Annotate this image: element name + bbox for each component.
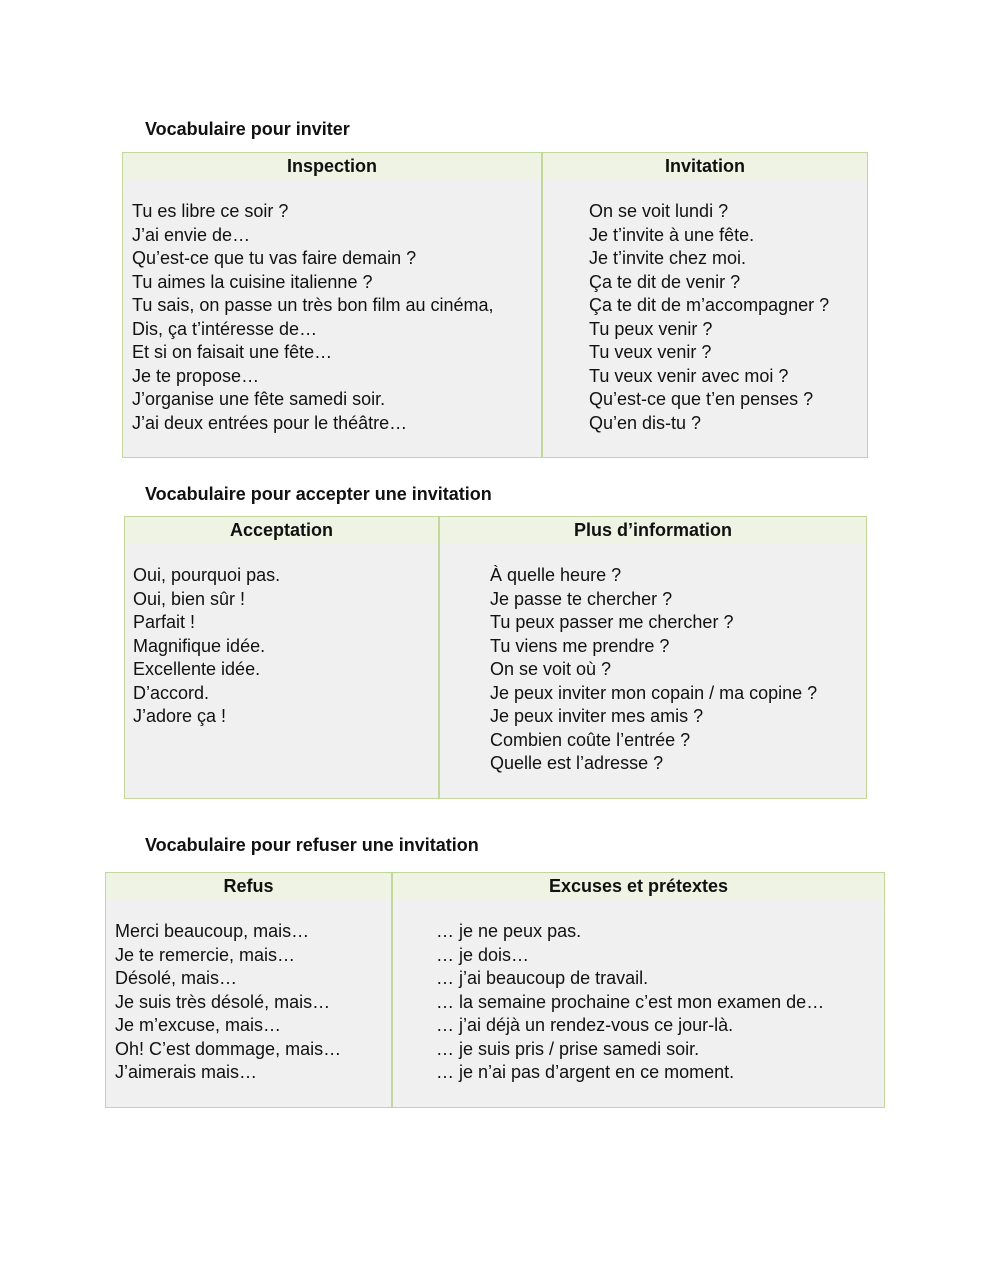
phrase: Tu veux venir ? <box>589 342 712 362</box>
phrase: … j’ai déjà un rendez-vous ce jour-là. <box>436 1015 734 1035</box>
column-header: Excuses et prétextes <box>393 873 884 899</box>
phrase: À quelle heure ? <box>490 565 622 585</box>
phrase: On se voit lundi ? <box>589 201 729 221</box>
phrase: Ça te dit de venir ? <box>589 271 741 292</box>
phrase: … je ne peux pas. <box>436 921 582 941</box>
phrase: Tu viens me prendre ? <box>490 635 670 656</box>
phrase: J’ai deux entrées pour le théâtre… <box>132 412 408 433</box>
phrase: J’aimerais mais… <box>115 1062 258 1082</box>
phrase: Tu aimes la cuisine italienne ? <box>132 271 373 292</box>
phrase: D’accord. <box>133 682 210 703</box>
phrase: Combien coûte l’entrée ? <box>490 729 691 750</box>
vocab-table-accept: Acceptation Oui, pourquoi pas. Oui, bien s… <box>124 516 867 799</box>
phrase: Je te propose… <box>132 365 260 386</box>
phrase: Oh! C’est dommage, mais… <box>115 1038 342 1059</box>
phrase: Tu sais, on passe un très bon film au ci… <box>132 295 494 315</box>
phrase: Qu’en dis-tu ? <box>589 412 702 433</box>
phrase: J’adore ça ! <box>133 706 227 726</box>
phrase: Excellente idée. <box>133 659 261 679</box>
section-title: Vocabulaire pour refuser une invitation <box>145 835 479 855</box>
phrase: Ça te dit de m’accompagner ? <box>589 295 830 315</box>
vocab-table-refuse: Refus Merci beaucoup, mais… Je te remercie… <box>105 872 885 1108</box>
column-header: Plus d’information <box>440 517 866 543</box>
phrase: Quelle est l’adresse ? <box>490 753 664 773</box>
phrase: Qu’est-ce que tu vas faire demain ? <box>132 248 417 268</box>
phrase: Magnifique idée. <box>133 635 266 656</box>
list-left: Tu es libre ce soir ? J’ai envie de… Qu’es… <box>123 179 541 435</box>
list-right: … je ne peux pas. … je dois… … j’ai beauco… <box>393 899 884 1085</box>
phrase: Je te remercie, mais… <box>115 944 296 965</box>
phrase: On se voit où ? <box>490 659 612 679</box>
phrase: Je suis très désolé, mais… <box>115 991 331 1012</box>
list-left: Oui, pourquoi pas. Oui, bien sûr ! Parfait… <box>125 543 438 729</box>
column-header: Acceptation <box>125 517 438 543</box>
phrase: Je t’invite à une fête. <box>589 224 755 245</box>
phrase: Je t’invite chez moi. <box>589 248 747 268</box>
phrase: Parfait ! <box>133 612 196 632</box>
phrase: … je n’ai pas d’argent en ce moment. <box>436 1062 735 1082</box>
phrase: … je suis pris / prise samedi soir. <box>436 1038 700 1059</box>
list-right: À quelle heure ? Je passe te chercher ? Tu… <box>440 543 866 776</box>
section-title: Vocabulaire pour accepter une invitation <box>145 484 492 504</box>
phrase: Dis, ça t’intéresse de… <box>132 318 318 339</box>
column-header: Refus <box>106 873 391 899</box>
phrase: Je m’excuse, mais… <box>115 1015 282 1035</box>
list-left: Merci beaucoup, mais… Je te remercie, mai… <box>106 899 391 1085</box>
phrase: Oui, pourquoi pas. <box>133 565 281 585</box>
phrase: Tu es libre ce soir ? <box>132 201 289 221</box>
phrase: Tu peux venir ? <box>589 318 713 339</box>
phrase: Tu veux venir avec moi ? <box>589 365 789 386</box>
phrase: Tu peux passer me chercher ? <box>490 612 734 632</box>
section-title: Vocabulaire pour inviter <box>145 119 350 139</box>
phrase: Et si on faisait une fête… <box>132 342 333 362</box>
phrase: Je peux inviter mes amis ? <box>490 706 704 726</box>
phrase: J’ai envie de… <box>132 224 251 245</box>
vocab-table-invite: Inspection Tu es libre ce soir ? J’ai envi… <box>122 152 868 458</box>
phrase: Oui, bien sûr ! <box>133 588 246 609</box>
phrase: Merci beaucoup, mais… <box>115 921 310 941</box>
column-header: Inspection <box>123 153 541 179</box>
phrase: Qu’est-ce que t’en penses ? <box>589 389 814 409</box>
phrase: Désolé, mais… <box>115 968 238 988</box>
phrase: … je dois… <box>436 944 530 965</box>
phrase: Je passe te chercher ? <box>490 588 673 609</box>
phrase: J’organise une fête samedi soir. <box>132 389 386 409</box>
column-header: Invitation <box>543 153 867 179</box>
phrase: … la semaine prochaine c’est mon examen … <box>436 991 825 1012</box>
phrase: … j’ai beaucoup de travail. <box>436 968 649 988</box>
list-right: On se voit lundi ? Je t’invite à une fête… <box>543 179 867 435</box>
phrase: Je peux inviter mon copain / ma copine ? <box>490 682 818 703</box>
